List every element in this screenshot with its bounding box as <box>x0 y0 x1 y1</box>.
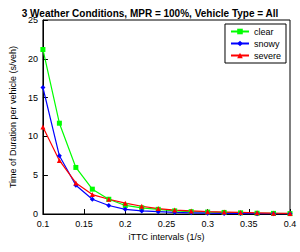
svg-text:0.2: 0.2 <box>119 219 132 229</box>
svg-text:5: 5 <box>33 170 38 180</box>
svg-text:25: 25 <box>27 15 38 25</box>
svg-text:20: 20 <box>28 54 38 64</box>
svg-text:iTTC intervals (1/s): iTTC intervals (1/s) <box>128 232 204 242</box>
svg-text:10: 10 <box>28 131 38 141</box>
svg-text:0: 0 <box>33 209 38 219</box>
svg-text:0.3: 0.3 <box>201 219 214 229</box>
svg-text:snowy: snowy <box>254 39 280 49</box>
svg-text:0.4: 0.4 <box>284 219 297 229</box>
svg-text:3 Weather Conditions, MPR = 10: 3 Weather Conditions, MPR = 100%, Vehicl… <box>22 8 279 19</box>
svg-text:severe: severe <box>254 51 281 61</box>
svg-text:clear: clear <box>254 27 274 37</box>
svg-text:Time of Duration per vehicle (: Time of Duration per vehicle (s/veh) <box>8 46 18 188</box>
svg-text:0.35: 0.35 <box>240 219 258 229</box>
svg-text:0.15: 0.15 <box>75 219 93 229</box>
svg-text:0.1: 0.1 <box>37 219 50 229</box>
svg-text:15: 15 <box>28 93 38 103</box>
svg-text:0.25: 0.25 <box>158 219 176 229</box>
